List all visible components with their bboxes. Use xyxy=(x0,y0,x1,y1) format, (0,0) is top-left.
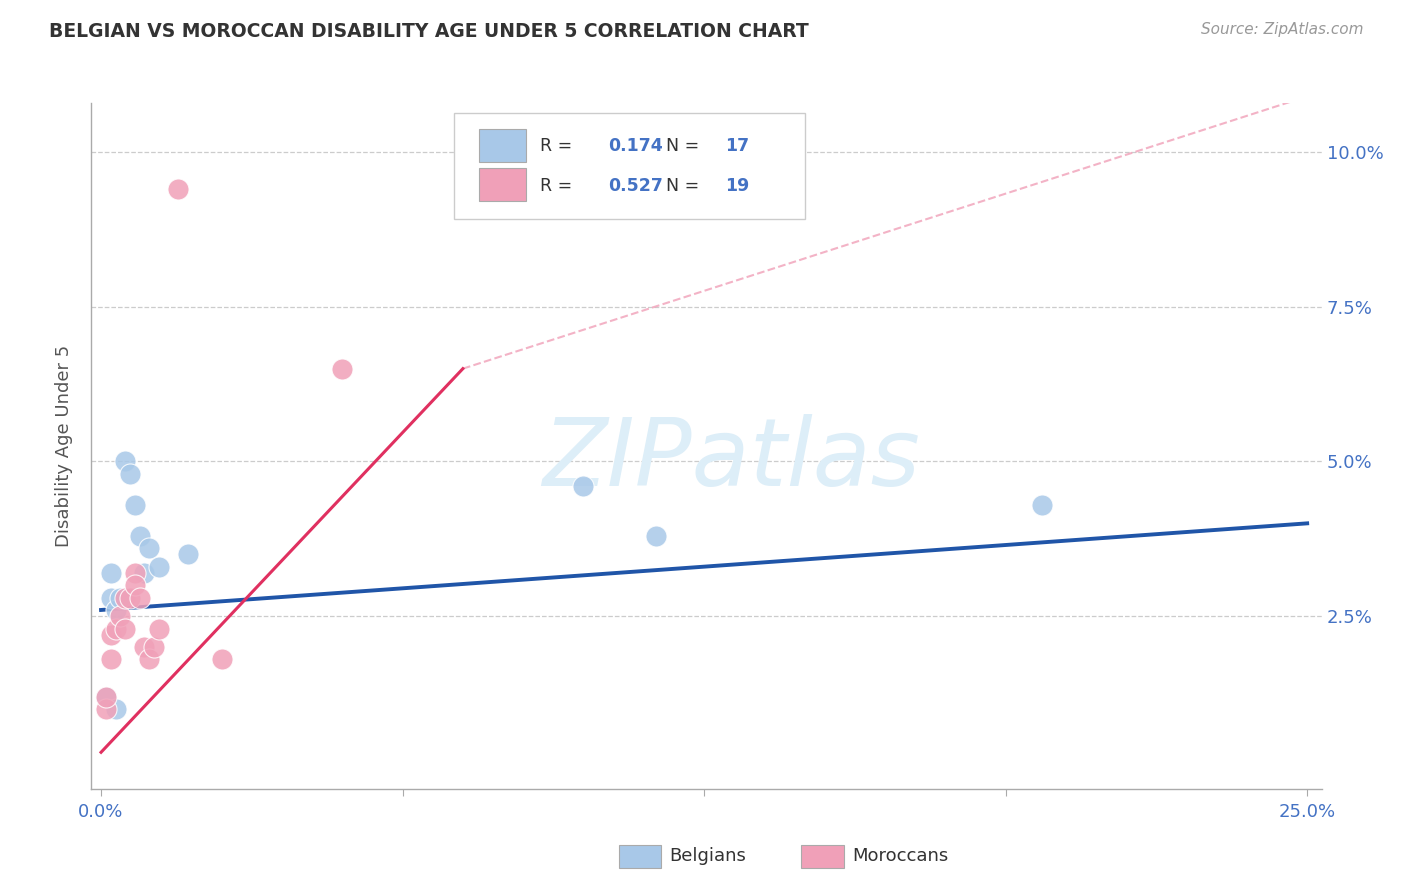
Point xyxy=(211,652,233,666)
Point xyxy=(128,591,150,605)
Point xyxy=(118,467,141,481)
Point xyxy=(94,702,117,716)
Point xyxy=(167,182,190,196)
Point xyxy=(177,547,200,561)
Point xyxy=(118,591,141,605)
FancyBboxPatch shape xyxy=(479,168,526,201)
Point xyxy=(330,361,353,376)
Y-axis label: Disability Age Under 5: Disability Age Under 5 xyxy=(55,345,73,547)
Point xyxy=(124,578,146,592)
Point xyxy=(124,566,146,580)
Point xyxy=(148,559,170,574)
Point xyxy=(1031,498,1053,512)
Text: N =: N = xyxy=(666,136,704,155)
Point xyxy=(114,454,136,468)
Point xyxy=(110,609,132,624)
Text: 0.527: 0.527 xyxy=(607,177,664,194)
Point xyxy=(124,498,146,512)
Text: Moroccans: Moroccans xyxy=(852,847,948,865)
Point xyxy=(138,652,160,666)
Point xyxy=(138,541,160,555)
Point xyxy=(148,622,170,636)
Point xyxy=(94,690,117,704)
Text: R =: R = xyxy=(540,136,572,155)
Point xyxy=(110,591,132,605)
Text: Source: ZipAtlas.com: Source: ZipAtlas.com xyxy=(1201,22,1364,37)
Point xyxy=(104,702,127,716)
Point xyxy=(572,479,595,493)
Point xyxy=(100,566,122,580)
Point xyxy=(114,591,136,605)
Point xyxy=(134,640,156,654)
Text: R =: R = xyxy=(540,177,572,194)
Point xyxy=(134,566,156,580)
Point xyxy=(104,622,127,636)
Point xyxy=(100,628,122,642)
Text: 17: 17 xyxy=(725,136,749,155)
FancyBboxPatch shape xyxy=(454,113,804,219)
Text: N =: N = xyxy=(666,177,704,194)
Text: ZIPatlas: ZIPatlas xyxy=(543,414,920,505)
Point xyxy=(128,529,150,543)
Point xyxy=(114,622,136,636)
FancyBboxPatch shape xyxy=(479,129,526,162)
Point xyxy=(644,529,666,543)
Point xyxy=(143,640,166,654)
Point xyxy=(100,591,122,605)
Text: Belgians: Belgians xyxy=(669,847,747,865)
Point xyxy=(104,603,127,617)
Text: 19: 19 xyxy=(725,177,749,194)
Text: BELGIAN VS MOROCCAN DISABILITY AGE UNDER 5 CORRELATION CHART: BELGIAN VS MOROCCAN DISABILITY AGE UNDER… xyxy=(49,22,808,41)
Point xyxy=(100,652,122,666)
Text: 0.174: 0.174 xyxy=(607,136,662,155)
Point xyxy=(94,690,117,704)
